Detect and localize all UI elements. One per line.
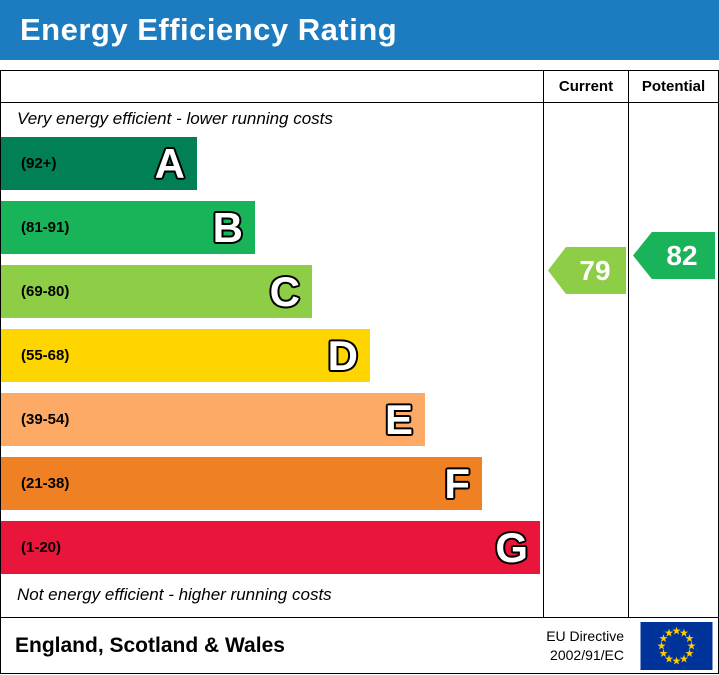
- band-B: (81-91) B: [1, 201, 255, 254]
- title-bar: Energy Efficiency Rating: [0, 0, 719, 60]
- chart-body: Very energy efficient - lower running co…: [1, 103, 718, 618]
- band-range-label: (81-91): [21, 219, 70, 236]
- band-F: (21-38) F: [1, 457, 482, 510]
- current-arrow: 79: [548, 247, 626, 294]
- band-range-label: (92+): [21, 155, 57, 172]
- bottom-caption: Not energy efficient - higher running co…: [17, 585, 332, 604]
- band-A: (92+) A: [1, 137, 197, 190]
- current-value: 79: [579, 254, 611, 286]
- eu-directive-line1: EU Directive: [546, 628, 624, 644]
- column-divider-potential: [628, 71, 629, 618]
- potential-column-header: Potential: [641, 78, 706, 95]
- table-header-row: Current Potential: [1, 71, 718, 103]
- band-letter: F: [444, 460, 470, 507]
- band-E: (39-54) E: [1, 393, 425, 446]
- band-C: (69-80) C: [1, 265, 312, 318]
- band-letter: C: [269, 268, 300, 315]
- band-letter: G: [495, 524, 528, 571]
- rating-table: Current Potential Very energy efficient …: [0, 70, 719, 674]
- page-title: Energy Efficiency Rating: [20, 12, 398, 47]
- eu-directive-label: EU Directive 2002/91/EC: [546, 627, 624, 665]
- band-range-label: (69-80): [21, 283, 70, 300]
- column-divider-current: [543, 71, 544, 618]
- current-column-header: Current: [558, 78, 614, 95]
- band-range-label: (1-20): [21, 539, 62, 556]
- band-range-label: (21-38): [21, 475, 70, 492]
- top-caption: Very energy efficient - lower running co…: [17, 109, 333, 128]
- eu-flag-stars: [657, 626, 696, 665]
- potential-value: 82: [666, 239, 698, 271]
- eu-directive-line2: 2002/91/EC: [550, 647, 624, 663]
- band-range-label: (55-68): [21, 347, 70, 364]
- potential-arrow: 82: [633, 232, 715, 279]
- band-D: (55-68) D: [1, 329, 370, 382]
- eu-flag-icon: [640, 622, 713, 670]
- table-footer: England, Scotland & Wales EU Directive 2…: [1, 618, 718, 673]
- band-letter: E: [384, 396, 413, 443]
- band-letter: A: [154, 140, 185, 187]
- region-label: England, Scotland & Wales: [15, 633, 285, 657]
- band-letter: D: [327, 332, 358, 379]
- band-letter: B: [212, 204, 243, 251]
- band-G: (1-20) G: [1, 521, 540, 574]
- band-range-label: (39-54): [21, 411, 70, 428]
